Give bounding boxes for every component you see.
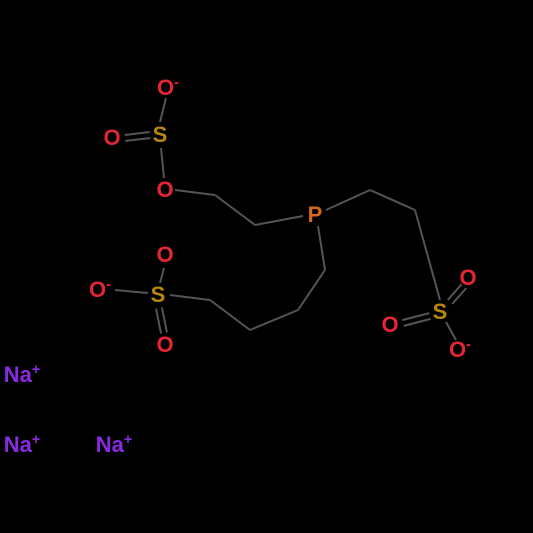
atom-p1: P (308, 202, 323, 228)
atom-na2: Na+ (4, 432, 40, 458)
atom-o9: O- (449, 337, 471, 363)
atom-o7: O (459, 265, 476, 291)
atom-s2: S (151, 282, 166, 308)
atom-na3: Na+ (96, 432, 132, 458)
atom-s3: S (433, 299, 448, 325)
atom-na1: Na+ (4, 362, 40, 388)
atom-s1: S (153, 122, 168, 148)
molecule-bonds (0, 0, 533, 533)
atom-o8: O (381, 312, 398, 338)
atom-o5: O- (89, 277, 111, 303)
atom-o6: O (156, 332, 173, 358)
atom-o3: O (156, 177, 173, 203)
atom-o1: O- (157, 75, 179, 101)
atom-o4: O (156, 242, 173, 268)
atom-o2: O (103, 125, 120, 151)
